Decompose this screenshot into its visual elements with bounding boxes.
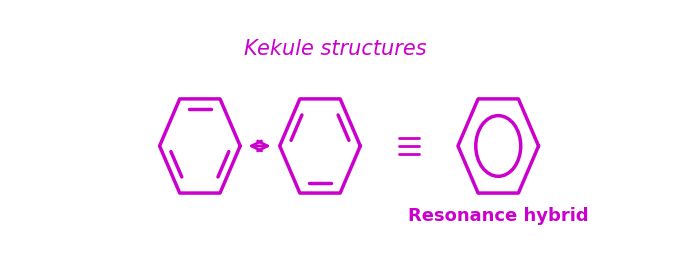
Text: Kekule structures: Kekule structures <box>244 39 427 59</box>
Text: Resonance hybrid: Resonance hybrid <box>408 207 589 225</box>
